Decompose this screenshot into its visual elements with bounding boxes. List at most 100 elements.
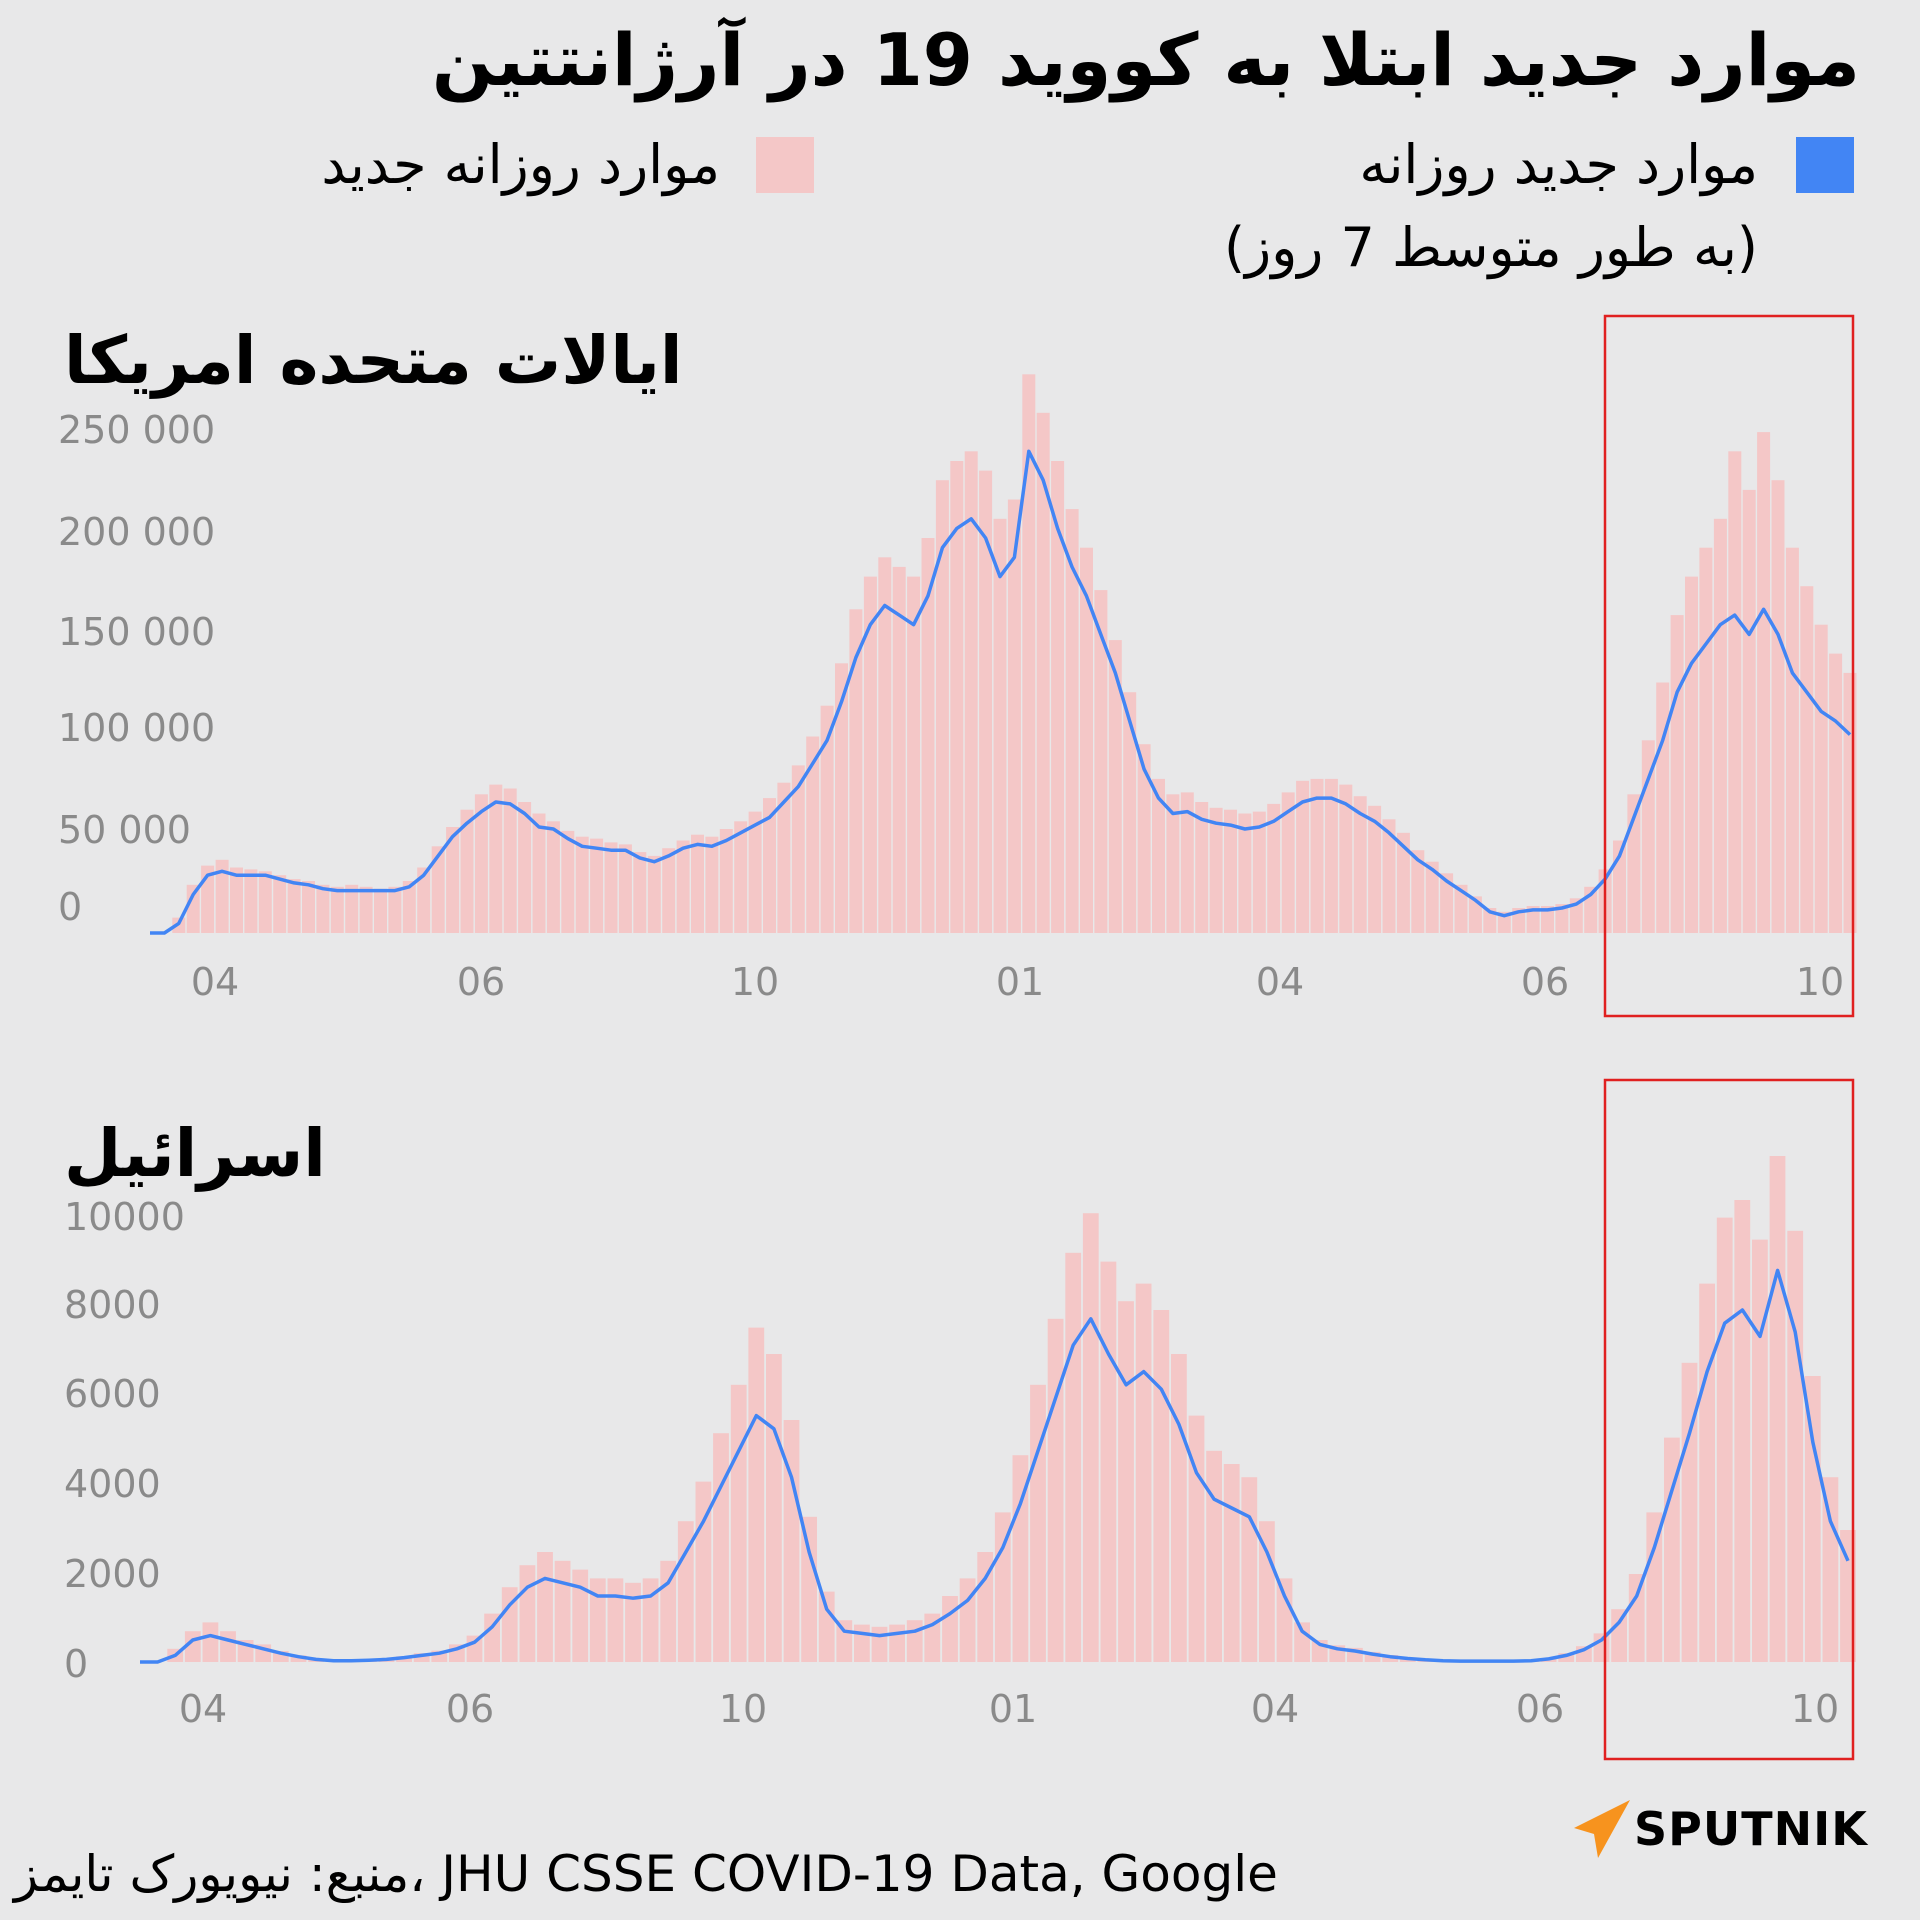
daily-bar-usa <box>748 811 762 933</box>
legend-label-daily: موارد روزانه جدید <box>321 133 720 196</box>
daily-bar-israel <box>1364 1651 1381 1662</box>
daily-bar-israel <box>1047 1318 1064 1662</box>
chart-title-israel: اسرائیل <box>64 1115 326 1192</box>
avg-line-usa <box>150 449 1852 935</box>
daily-bar-israel <box>202 1622 219 1662</box>
daily-bar-usa <box>964 451 978 933</box>
x-tick-label-israel-6: 10 <box>1791 1687 1839 1731</box>
daily-bar-israel <box>1382 1655 1399 1662</box>
daily-bar-usa <box>1137 744 1151 933</box>
daily-bar-usa <box>1757 432 1771 933</box>
daily-bar-usa <box>806 736 820 933</box>
daily-bar-usa <box>345 884 359 933</box>
y-tick-label-israel-2: 4000 <box>64 1462 161 1506</box>
daily-bar-israel <box>1012 1455 1029 1662</box>
daily-bar-usa <box>1440 873 1454 933</box>
daily-bar-israel <box>519 1565 536 1662</box>
daily-bar-usa <box>230 867 243 933</box>
x-tick-label-usa-2: 10 <box>731 960 779 1004</box>
y-tick-label-israel-5: 10000 <box>64 1195 185 1239</box>
legend-label-avg-line2: (به طور متوسط 7 روز) <box>1224 216 1758 279</box>
daily-bar-usa <box>374 888 387 933</box>
daily-bar-israel <box>871 1626 888 1662</box>
daily-bar-usa <box>1454 884 1468 933</box>
daily-bar-usa <box>1108 640 1122 933</box>
daily-bar-israel <box>889 1624 905 1662</box>
daily-bar-usa <box>1166 794 1180 933</box>
daily-bar-israel <box>554 1560 571 1662</box>
daily-bar-usa <box>1051 461 1065 933</box>
daily-bar-usa <box>1007 499 1021 933</box>
daily-bar-israel <box>1276 1578 1293 1662</box>
daily-bar-israel <box>1100 1261 1117 1662</box>
daily-bar-usa <box>921 538 935 933</box>
source-note: منبع: نیویورک تایمز، JHU CSSE COVID-19 D… <box>14 1845 1278 1903</box>
daily-bar-israel <box>854 1624 870 1662</box>
daily-bar-israel <box>1153 1310 1170 1662</box>
daily-bar-israel <box>942 1596 958 1662</box>
daily-bar-usa <box>1152 778 1165 933</box>
highlight-box-usa <box>1603 314 1855 1018</box>
y-tick-label-usa-2: 100 000 <box>58 706 215 750</box>
daily-bar-usa <box>618 844 632 933</box>
x-tick-label-usa-1: 06 <box>457 960 505 1004</box>
daily-bar-usa <box>1339 784 1353 933</box>
daily-bar-israel <box>1171 1354 1187 1662</box>
daily-bar-israel <box>1082 1213 1099 1662</box>
brand-name: SPUTNIK <box>1634 1802 1868 1856</box>
daily-bar-israel <box>1135 1283 1152 1662</box>
sputnik-arrow-icon <box>1574 1800 1630 1858</box>
daily-bar-usa <box>1296 780 1310 933</box>
daily-bar-usa <box>791 765 805 933</box>
daily-bar-usa <box>1785 547 1799 933</box>
daily-bar-usa <box>1382 819 1396 933</box>
daily-bar-usa <box>647 855 661 933</box>
daily-bar-israel <box>1065 1252 1082 1662</box>
daily-bar-usa <box>1728 451 1742 933</box>
daily-bar-israel <box>1681 1362 1698 1662</box>
daily-bar-usa <box>431 846 445 933</box>
y-tick-label-israel-3: 6000 <box>64 1372 161 1416</box>
daily-bar-usa <box>1814 624 1828 933</box>
legend-swatch-avg <box>1796 137 1854 193</box>
x-tick-label-usa-6: 10 <box>1796 960 1844 1004</box>
daily-bar-usa <box>1713 518 1727 933</box>
daily-bar-usa <box>662 848 676 933</box>
y-tick-label-usa-1: 50 000 <box>58 808 191 852</box>
daily-bar-usa <box>402 881 416 933</box>
daily-bar-usa <box>546 821 560 933</box>
daily-bar-usa <box>1569 898 1583 933</box>
daily-bar-israel <box>1259 1521 1275 1662</box>
daily-bar-usa <box>316 884 330 933</box>
avg-line-israel <box>140 1268 1850 1664</box>
daily-bar-usa <box>1699 547 1713 933</box>
daily-bar-israel <box>713 1433 729 1662</box>
daily-bar-usa <box>1396 832 1410 933</box>
y-tick-label-usa-3: 150 000 <box>58 610 215 654</box>
daily-bar-usa <box>820 705 834 933</box>
daily-bar-usa <box>1555 904 1569 933</box>
daily-bar-usa <box>561 830 575 933</box>
daily-bar-usa <box>1742 489 1756 933</box>
daily-bar-usa <box>1425 861 1439 933</box>
daily-bar-usa <box>993 518 1007 933</box>
daily-bar-israel <box>572 1569 589 1662</box>
daily-bar-israel <box>1716 1217 1733 1662</box>
daily-bar-usa <box>1123 692 1137 933</box>
x-tick-label-israel-4: 04 <box>1251 1687 1299 1731</box>
chart-israel: 0 2000 4000 6000 8000 10000 04 06 10 01 04 06 10 <box>64 1078 1856 1761</box>
x-tick-label-usa-3: 01 <box>996 960 1044 1004</box>
daily-bar-israel <box>1030 1384 1046 1662</box>
x-tick-label-israel-0: 04 <box>179 1687 227 1731</box>
daily-bar-israel <box>290 1655 307 1662</box>
daily-bar-usa <box>1368 805 1382 933</box>
daily-bar-usa <box>633 852 647 933</box>
daily-bar-israel <box>1118 1301 1134 1662</box>
daily-bar-usa <box>1771 480 1785 933</box>
daily-bar-usa <box>532 813 546 933</box>
daily-bar-usa <box>590 838 604 933</box>
daily-bar-usa <box>575 836 589 933</box>
daily-bar-usa <box>273 875 287 933</box>
daily-bar-israel <box>1787 1230 1804 1662</box>
